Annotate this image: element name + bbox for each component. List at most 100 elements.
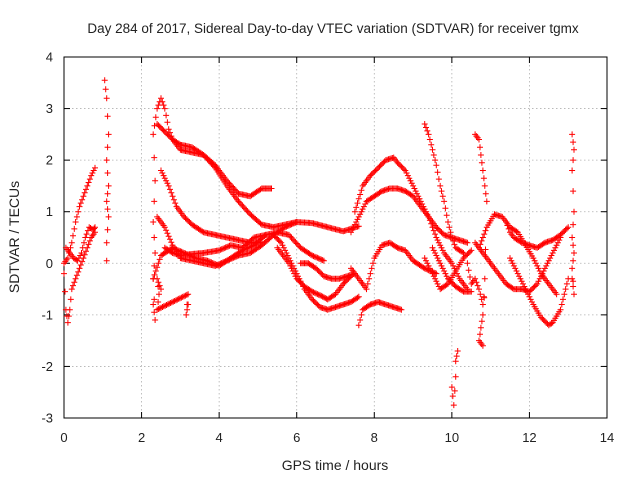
- data-point: [451, 241, 458, 248]
- data-point: [544, 260, 551, 267]
- data-point: [477, 241, 484, 248]
- data-point: [357, 191, 364, 198]
- data-point: [355, 223, 362, 230]
- data-point: [164, 180, 171, 187]
- data-point: [483, 198, 490, 205]
- data-point: [161, 105, 168, 112]
- data-point: [156, 305, 163, 312]
- data-point: [452, 373, 459, 380]
- data-point: [424, 127, 431, 134]
- data-point: [62, 288, 68, 295]
- data-point: [450, 402, 457, 409]
- data-point: [467, 274, 473, 280]
- data-point: [71, 225, 78, 232]
- series-s22: [448, 348, 461, 409]
- data-point: [451, 387, 458, 394]
- data-point: [150, 301, 157, 308]
- data-point: [298, 280, 305, 287]
- data-point: [159, 170, 166, 176]
- data-point: [439, 247, 446, 254]
- data-point: [513, 268, 520, 274]
- data-point: [570, 221, 577, 228]
- data-point: [536, 268, 543, 274]
- data-point: [416, 195, 423, 202]
- data-point: [477, 291, 484, 298]
- data-point: [408, 192, 415, 199]
- data-point: [482, 246, 489, 253]
- data-point: [273, 234, 279, 241]
- data-point: [561, 228, 568, 235]
- data-point: [460, 255, 467, 262]
- data-point: [186, 219, 193, 225]
- data-point: [438, 244, 445, 251]
- data-point: [424, 266, 431, 273]
- data-point: [200, 152, 207, 158]
- data-point: [103, 95, 110, 102]
- data-point: [503, 219, 510, 225]
- data-point: [178, 248, 185, 255]
- data-point: [257, 220, 264, 227]
- data-point: [83, 186, 89, 193]
- data-point: [428, 268, 435, 274]
- series-s25: [472, 234, 564, 295]
- data-point: [182, 292, 189, 299]
- data-point: [183, 291, 190, 298]
- data-point: [481, 275, 488, 282]
- y-tick-label: 2: [46, 153, 53, 168]
- data-point: [229, 183, 236, 190]
- series-s15: [355, 299, 405, 329]
- plot-frame: [63, 56, 608, 419]
- data-point: [104, 190, 111, 197]
- data-point: [563, 225, 570, 232]
- data-point: [150, 219, 157, 225]
- data-point: [426, 265, 433, 272]
- data-point: [441, 198, 448, 205]
- data-point: [562, 226, 569, 233]
- data-point: [83, 231, 90, 238]
- data-point: [554, 239, 561, 246]
- data-point: [217, 246, 224, 253]
- data-point: [155, 299, 162, 305]
- data-point: [280, 244, 287, 251]
- data-point: [235, 198, 242, 205]
- y-axis-label: SDTVAR / TECUs: [6, 181, 22, 293]
- data-point: [151, 309, 158, 316]
- data-point: [435, 176, 442, 183]
- data-point: [429, 244, 436, 251]
- data-point: [179, 249, 186, 256]
- data-point: [425, 131, 432, 138]
- data-point: [423, 266, 429, 272]
- data-point: [479, 301, 486, 308]
- data-point: [155, 122, 162, 129]
- data-point: [165, 126, 172, 133]
- data-point: [310, 297, 317, 304]
- data-point: [104, 226, 111, 233]
- data-point: [154, 105, 161, 112]
- data-point: [274, 235, 281, 242]
- y-tick-label: -2: [41, 359, 53, 374]
- x-tick-label: 12: [522, 430, 536, 445]
- data-point: [75, 255, 82, 262]
- y-tick-label: 1: [46, 204, 53, 219]
- data-point: [478, 237, 485, 244]
- data-point: [155, 102, 162, 109]
- data-point: [477, 144, 483, 151]
- data-point: [421, 255, 428, 262]
- data-point: [282, 247, 289, 254]
- data-point: [164, 119, 171, 126]
- data-point: [351, 221, 358, 228]
- data-point: [247, 244, 254, 250]
- series-s26: [476, 211, 560, 298]
- data-point: [70, 282, 76, 289]
- data-point: [430, 152, 437, 158]
- x-tick-label: 2: [138, 430, 145, 445]
- data-point: [77, 200, 84, 207]
- data-point: [453, 353, 460, 360]
- data-point: [366, 275, 373, 282]
- data-point: [310, 289, 317, 296]
- data-point: [159, 98, 166, 105]
- data-point: [85, 179, 92, 186]
- data-point: [434, 280, 441, 287]
- data-point: [534, 280, 541, 287]
- data-point: [565, 224, 572, 231]
